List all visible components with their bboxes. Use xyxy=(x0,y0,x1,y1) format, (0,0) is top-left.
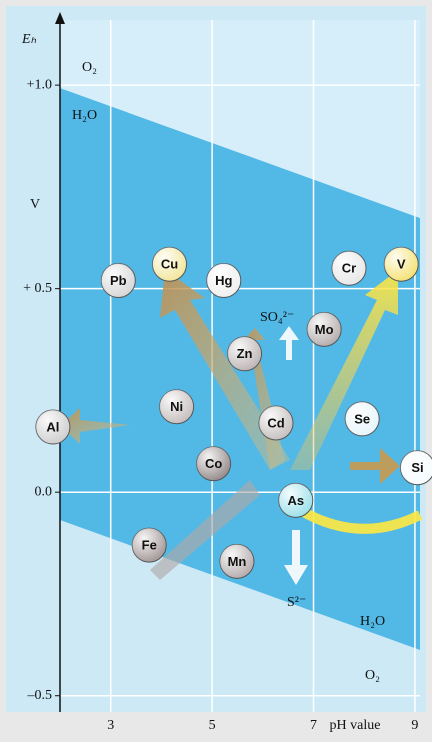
element-label: Mo xyxy=(315,322,334,337)
element-label: Ni xyxy=(170,399,183,414)
annotation: O₂ xyxy=(365,668,380,683)
marker-highlight xyxy=(159,389,194,424)
arrow xyxy=(297,505,423,534)
arrow xyxy=(150,480,260,580)
marker-highlight xyxy=(345,401,380,436)
x-tick-label: 9 xyxy=(411,718,418,733)
marker-highlight xyxy=(278,483,313,518)
y-axis-unit: V xyxy=(30,197,40,212)
annotation: S²⁻ xyxy=(287,595,306,610)
arrow xyxy=(284,530,308,585)
annotation: H₂O xyxy=(360,614,385,629)
y-tick-label: + 0.5 xyxy=(23,281,52,296)
element-label: Se xyxy=(354,411,370,426)
marker-highlight xyxy=(219,544,254,579)
element-label: Cd xyxy=(267,415,284,430)
y-axis-arrow xyxy=(55,12,65,24)
y-tick-label: –0.5 xyxy=(27,688,53,703)
arrow xyxy=(160,270,290,470)
element-label: Si xyxy=(411,460,423,475)
element-label: As xyxy=(287,493,304,508)
marker-highlight xyxy=(132,528,167,563)
marker-highlight xyxy=(152,247,187,282)
element-label: Hg xyxy=(215,273,232,288)
arrows xyxy=(60,270,423,585)
y-tick-label: 0.0 xyxy=(35,484,53,499)
annotation: H₂O xyxy=(72,108,97,123)
x-tick-label: 3 xyxy=(107,718,114,733)
arrow xyxy=(290,270,398,470)
element-label: Zn xyxy=(237,346,253,361)
marker-highlight xyxy=(196,446,231,481)
marker-highlight xyxy=(384,247,419,282)
marker-highlight xyxy=(400,450,432,485)
marker-highlight xyxy=(332,251,367,286)
arrow xyxy=(350,448,400,484)
marker-highlight xyxy=(101,263,136,298)
element-label: Pb xyxy=(110,273,127,288)
oxidizing-region xyxy=(60,20,420,218)
x-axis-label: pH value xyxy=(330,718,381,733)
element-label: Cr xyxy=(342,261,356,276)
annotation: O₂ xyxy=(82,60,97,75)
arrow xyxy=(279,326,299,360)
marker-highlight xyxy=(259,405,293,440)
element-label: V xyxy=(397,257,406,272)
element-label: Co xyxy=(205,456,222,471)
y-tick-label: +1.0 xyxy=(27,77,52,92)
x-tick-label: 7 xyxy=(310,718,317,733)
marker-highlight xyxy=(35,410,70,445)
marker-highlight xyxy=(307,312,342,347)
element-label: Cu xyxy=(161,257,178,272)
annotation: SO₄²⁻ xyxy=(260,310,294,325)
element-label: Al xyxy=(46,419,59,434)
x-tick-label: 5 xyxy=(209,718,216,733)
points: Pb Cu Hg Cr V Mo Zn Ni Cd Se Al Co Si As Fe Mn xyxy=(35,246,432,579)
arrow xyxy=(60,408,130,444)
element-label: Fe xyxy=(142,538,157,553)
marker-highlight xyxy=(227,336,262,371)
element-label: Mn xyxy=(228,554,247,569)
marker-highlight xyxy=(206,263,241,298)
y-axis-label: Eₕ xyxy=(21,32,37,47)
